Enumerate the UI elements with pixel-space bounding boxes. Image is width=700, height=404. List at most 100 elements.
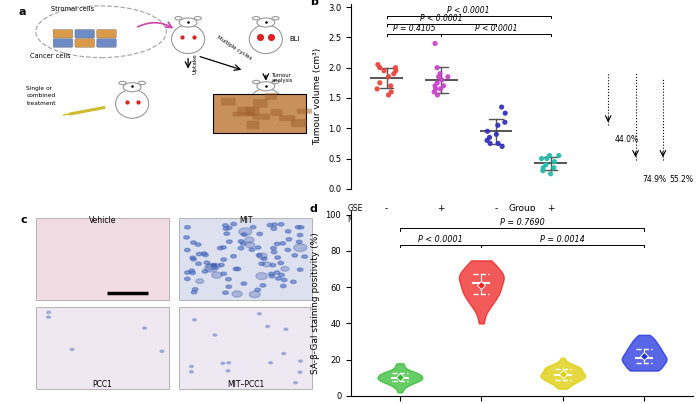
Text: treatment: treatment — [27, 101, 56, 106]
Text: d: d — [310, 204, 318, 214]
Ellipse shape — [257, 82, 274, 91]
Circle shape — [262, 262, 271, 267]
Circle shape — [296, 240, 302, 244]
Ellipse shape — [119, 81, 126, 84]
Ellipse shape — [139, 81, 146, 84]
Text: 44.0%: 44.0% — [615, 135, 639, 144]
FancyBboxPatch shape — [213, 94, 306, 133]
Circle shape — [221, 362, 225, 364]
Point — [390, 65, 401, 71]
FancyBboxPatch shape — [232, 112, 253, 116]
Point — [553, 152, 564, 159]
Point — [436, 77, 447, 83]
Ellipse shape — [257, 18, 274, 27]
Text: Tumour
analysis: Tumour analysis — [272, 73, 293, 83]
FancyBboxPatch shape — [97, 39, 116, 47]
Circle shape — [183, 236, 189, 239]
Circle shape — [279, 223, 284, 226]
FancyBboxPatch shape — [53, 39, 73, 47]
Point — [432, 65, 443, 71]
Circle shape — [286, 238, 292, 241]
Point — [484, 140, 496, 147]
Point — [499, 119, 510, 126]
Text: +: + — [547, 215, 554, 224]
Circle shape — [261, 257, 267, 261]
Circle shape — [240, 242, 246, 245]
Circle shape — [233, 267, 239, 271]
Point — [482, 137, 493, 144]
Circle shape — [298, 234, 303, 237]
Circle shape — [185, 248, 190, 252]
Point — [383, 74, 394, 80]
Circle shape — [292, 254, 298, 257]
Circle shape — [218, 263, 224, 267]
Circle shape — [196, 262, 202, 265]
Point — [385, 83, 396, 89]
Point — [493, 140, 504, 147]
Circle shape — [276, 277, 281, 280]
Circle shape — [220, 246, 226, 249]
Point — [482, 128, 493, 135]
FancyBboxPatch shape — [253, 114, 270, 120]
Circle shape — [143, 327, 146, 329]
Point — [484, 134, 495, 141]
FancyBboxPatch shape — [36, 219, 169, 300]
Text: Uptake: Uptake — [193, 54, 198, 74]
Text: 74.9%: 74.9% — [642, 175, 666, 184]
Circle shape — [241, 282, 246, 285]
Point — [442, 74, 454, 80]
Circle shape — [256, 253, 262, 257]
Circle shape — [246, 242, 255, 248]
Circle shape — [284, 328, 288, 330]
Point — [433, 74, 444, 80]
Ellipse shape — [272, 17, 279, 20]
Point — [389, 71, 400, 77]
Text: P = 0.4105: P = 0.4105 — [393, 24, 435, 33]
Circle shape — [226, 285, 232, 288]
Y-axis label: SA-β-Gal staining positivity (%): SA-β-Gal staining positivity (%) — [311, 233, 320, 375]
Point — [435, 86, 446, 92]
Circle shape — [204, 264, 218, 272]
Circle shape — [258, 253, 267, 259]
Circle shape — [220, 272, 226, 276]
FancyBboxPatch shape — [297, 109, 312, 114]
Circle shape — [190, 256, 195, 259]
Circle shape — [245, 237, 254, 243]
Text: +: + — [547, 204, 554, 213]
FancyBboxPatch shape — [279, 115, 295, 121]
Circle shape — [272, 250, 277, 254]
Point — [383, 92, 394, 98]
Text: Multiple cycles: Multiple cycles — [216, 34, 253, 61]
Circle shape — [251, 225, 256, 229]
Circle shape — [202, 252, 207, 255]
Circle shape — [206, 264, 217, 270]
Point — [430, 40, 441, 47]
Circle shape — [267, 223, 273, 227]
Circle shape — [223, 227, 229, 230]
FancyBboxPatch shape — [97, 29, 116, 38]
FancyBboxPatch shape — [221, 98, 236, 105]
Circle shape — [160, 350, 164, 352]
Point — [374, 65, 386, 71]
Point — [548, 164, 559, 171]
Point — [372, 86, 383, 92]
Point — [438, 83, 449, 89]
Circle shape — [298, 226, 304, 229]
Y-axis label: Tumour volume (cm³): Tumour volume (cm³) — [314, 48, 323, 145]
Text: -: - — [494, 204, 498, 213]
Circle shape — [204, 261, 209, 264]
FancyBboxPatch shape — [36, 307, 169, 389]
Point — [372, 61, 384, 68]
Circle shape — [238, 246, 244, 250]
Circle shape — [294, 382, 298, 384]
Text: -: - — [385, 204, 389, 213]
Point — [500, 110, 511, 116]
Circle shape — [203, 253, 209, 257]
Circle shape — [255, 288, 260, 291]
Circle shape — [269, 362, 272, 364]
FancyBboxPatch shape — [265, 93, 277, 100]
Circle shape — [270, 275, 275, 278]
Circle shape — [298, 268, 303, 271]
Ellipse shape — [175, 17, 182, 20]
Circle shape — [226, 370, 230, 372]
